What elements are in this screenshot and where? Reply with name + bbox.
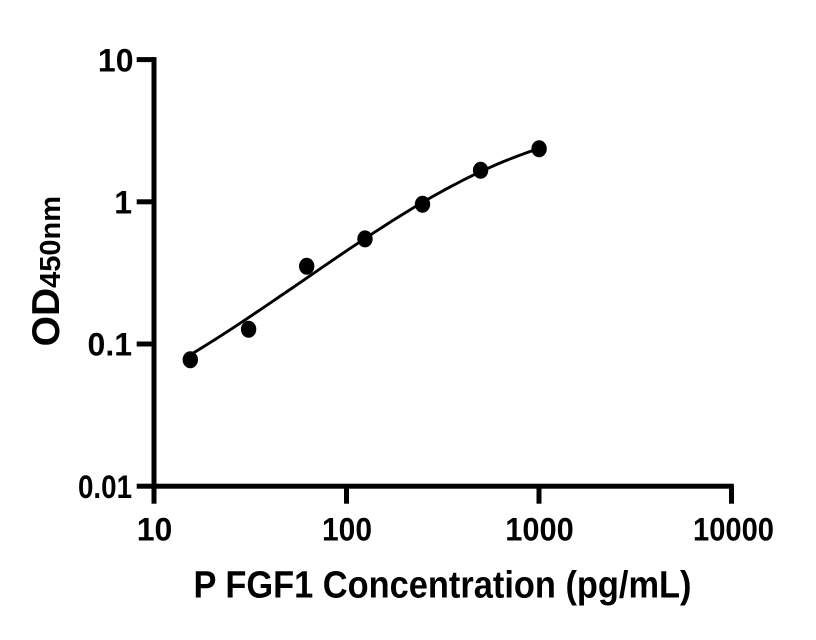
svg-text:10: 10: [98, 42, 134, 78]
svg-text:1: 1: [114, 185, 132, 221]
svg-text:10000: 10000: [693, 511, 774, 547]
svg-text:OD450nm: OD450nm: [25, 196, 68, 346]
svg-text:0.1: 0.1: [88, 327, 132, 363]
svg-text:1000: 1000: [505, 511, 574, 547]
svg-text:10: 10: [137, 511, 173, 547]
svg-text:0.01: 0.01: [78, 469, 132, 505]
svg-text:P FGF1 Concentration (pg/mL): P FGF1 Concentration (pg/mL): [194, 564, 692, 606]
svg-text:100: 100: [322, 511, 372, 547]
